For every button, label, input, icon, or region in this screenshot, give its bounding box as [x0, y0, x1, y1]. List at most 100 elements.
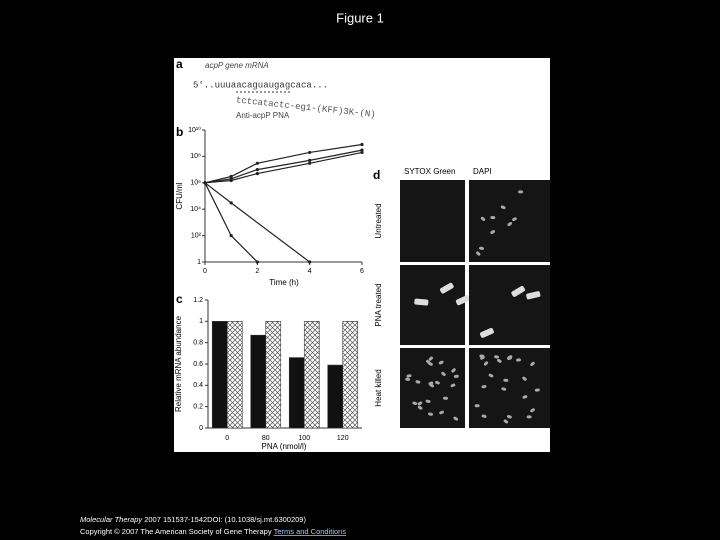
cell: [500, 205, 506, 210]
bar: [327, 364, 344, 429]
cell: [481, 385, 487, 389]
point: [229, 201, 233, 205]
x-tick-label: 100: [298, 435, 310, 442]
cell: [428, 381, 434, 386]
bar: [211, 321, 228, 429]
y-axis-label: Relative mRNA abundance: [174, 315, 183, 412]
cell: [506, 415, 512, 419]
column-label: DAPI: [473, 167, 492, 176]
cell: [415, 380, 421, 384]
panel-label: a: [176, 57, 183, 71]
cell: [518, 190, 524, 194]
x-tick-label: 6: [360, 268, 364, 275]
cell: [483, 361, 489, 366]
cell: [534, 388, 540, 392]
cell: [522, 376, 527, 381]
micrographs: SYTOX Green DAPI Untreated PNA treated Heat …: [374, 167, 550, 428]
panel-label: b: [176, 125, 183, 139]
x-tick-label: 0: [225, 435, 229, 442]
point: [308, 158, 312, 162]
cell: [428, 412, 434, 416]
cell: [501, 387, 507, 391]
cell: [516, 358, 521, 362]
point: [229, 234, 233, 238]
cell: [507, 222, 513, 227]
point: [229, 174, 233, 179]
pna-name: Anti-acpP PNA: [236, 111, 290, 120]
x-tick-label: 80: [262, 435, 270, 442]
x-axis-label: Time (h): [269, 278, 299, 287]
cell: [428, 362, 433, 366]
cell: [494, 355, 500, 359]
cell: [480, 355, 485, 360]
cell: [503, 378, 509, 382]
y-tick-label: 10⁶: [190, 180, 201, 187]
cell: [406, 374, 412, 378]
cell: [526, 415, 532, 419]
cell: [511, 286, 525, 297]
cell: [490, 230, 495, 234]
bar: [288, 357, 305, 429]
bar: [342, 321, 359, 429]
point: [229, 178, 233, 183]
y-tick-label: 0.6: [193, 361, 203, 368]
cell: [441, 371, 446, 376]
doi: 2007 151537-1542DOI: (10.1038/sj.mt.6300…: [142, 515, 306, 524]
cell: [526, 291, 541, 300]
point: [308, 260, 312, 264]
journal: Molecular Therapy: [80, 515, 143, 524]
cell: [507, 356, 512, 360]
cell: [451, 368, 456, 373]
cell: [414, 298, 429, 306]
cell: [497, 358, 502, 363]
cell: [503, 419, 509, 424]
point: [360, 150, 364, 155]
y-tick-label: 0.8: [193, 340, 203, 347]
cell: [522, 395, 528, 399]
point: [360, 148, 364, 152]
cell: [450, 383, 456, 388]
y-axis-label: CFU/ml: [175, 182, 184, 209]
cell: [412, 401, 418, 405]
y-tick-label: 0: [199, 425, 203, 432]
cell: [438, 360, 444, 365]
x-tick-label: 4: [308, 268, 312, 275]
bar: [250, 334, 267, 429]
y-tick-label: 10¹⁰: [188, 126, 201, 134]
x-axis-label: PNA (nmol/l): [262, 442, 307, 451]
cell: [442, 396, 448, 400]
point: [308, 161, 312, 165]
panel-label: c: [176, 292, 183, 306]
y-tick-label: 1.2: [193, 297, 203, 304]
cell: [488, 373, 494, 378]
cell: [439, 410, 444, 415]
row-label: Untreated: [374, 203, 383, 238]
x-tick-label: 2: [255, 268, 259, 275]
y-tick-label: 1: [199, 318, 203, 325]
micrograph: [400, 265, 465, 345]
x-tick-label: 120: [337, 435, 349, 442]
y-tick-label: 0.2: [193, 404, 203, 411]
cell: [530, 408, 535, 413]
point: [255, 171, 259, 176]
cell: [425, 399, 431, 403]
bar: [226, 321, 243, 429]
cell: [512, 217, 517, 222]
mrna-sequence: 5'..uuuaacaguaugagcaca...: [193, 80, 328, 90]
gene-label: acpP gene mRNA: [205, 61, 269, 70]
cell: [405, 377, 411, 381]
point: [255, 168, 259, 172]
y-tick-label: 0.4: [193, 382, 203, 389]
cell: [417, 405, 423, 410]
column-label: SYTOX Green: [404, 167, 455, 176]
x-tick-label: 0: [203, 268, 207, 275]
cell: [435, 380, 440, 385]
cell: [453, 374, 459, 378]
citation: Molecular Therapy 2007 151537-1542DOI: (…: [80, 515, 306, 524]
cell: [417, 401, 423, 406]
cell: [476, 251, 481, 256]
terms-link[interactable]: Terms and Conditions: [274, 527, 347, 536]
cell: [480, 216, 486, 221]
